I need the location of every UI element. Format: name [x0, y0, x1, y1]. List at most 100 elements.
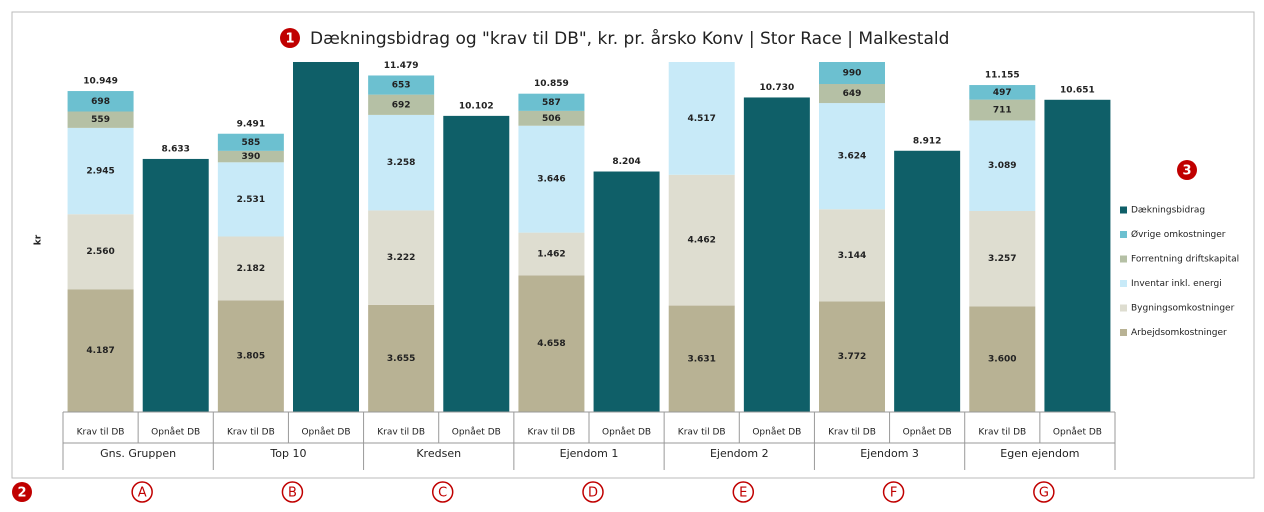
data-label: 3.646: [537, 175, 565, 185]
group-letter: D: [588, 486, 598, 501]
x-subcategory-label: Krav til DB: [978, 428, 1026, 438]
group-letter: A: [138, 486, 147, 501]
group-letter: G: [1039, 486, 1049, 501]
x-subcategory-label: Opnået DB: [301, 427, 350, 438]
bar-segment: [518, 232, 585, 276]
marker: 1: [285, 32, 294, 47]
bar-segment: [67, 127, 134, 215]
marker-circle: [280, 28, 300, 48]
data-label: 3.631: [687, 354, 715, 364]
data-label: 3.089: [988, 161, 1016, 171]
legend-label: Bygningsomkostninger: [1131, 304, 1235, 314]
bar-segment: [819, 301, 885, 412]
bar: [443, 115, 510, 413]
frame: [11, 11, 1255, 479]
data-label: 3.258: [387, 158, 415, 168]
data-label: 587: [542, 98, 561, 108]
marker-circle: [1177, 160, 1197, 180]
bar-segment: [969, 99, 1036, 121]
bar-segment: [67, 214, 134, 290]
x-category-label: Ejendom 2: [710, 447, 769, 460]
bar-segment: [368, 210, 435, 305]
total-label: 9.491: [237, 119, 265, 129]
data-label: 3.624: [838, 152, 866, 162]
x-subcategory-label: Krav til DB: [377, 428, 425, 438]
bar: [142, 158, 209, 412]
data-label: 2.945: [86, 167, 114, 177]
bar: [1044, 99, 1111, 412]
bar-segment: [668, 174, 735, 306]
bar-segment: [518, 125, 585, 233]
data-label: 4.187: [86, 346, 114, 356]
data-label: 3.600: [988, 355, 1016, 365]
group-letter: B: [288, 486, 297, 501]
legend-label: Inventar inkl. energi: [1131, 279, 1222, 289]
bar-segment: [217, 236, 284, 301]
bar: [743, 97, 810, 413]
data-label: 585: [241, 138, 260, 148]
bar-segment: [368, 75, 435, 95]
legend-label: Dækningsbidrag: [1131, 206, 1205, 216]
data-label: 2.560: [86, 247, 114, 257]
plot: [67, 62, 1111, 413]
bar-segment: [969, 120, 1036, 211]
data-label: 4.658: [537, 339, 565, 349]
legend-swatch: [1120, 304, 1127, 312]
data-label: 3.257: [988, 254, 1016, 264]
x-subcategory-label: Krav til DB: [828, 428, 876, 438]
bar-segment: [969, 306, 1036, 412]
legend-swatch: [1120, 329, 1127, 336]
total-label: 11.155: [985, 71, 1020, 81]
bar-segment: [668, 62, 735, 175]
bar: [293, 62, 359, 412]
group-letter: C: [438, 486, 447, 501]
data-label: 1.462: [537, 250, 565, 260]
bar-segment: [368, 114, 435, 211]
bar-segment: [819, 84, 885, 104]
x-subcategory-label: Opnået DB: [903, 427, 952, 438]
bar-segment: [368, 94, 435, 115]
bar-segment: [819, 62, 885, 85]
marker: 2: [17, 486, 26, 501]
x-subcategory-label: Krav til DB: [528, 428, 576, 438]
legend-swatch: [1120, 255, 1127, 263]
data-label: 698: [91, 97, 110, 107]
total-label: 10.949: [83, 77, 118, 87]
legend-label: Arbejdsomkostninger: [1131, 328, 1227, 338]
data-label: 8.204: [612, 157, 640, 167]
data-label: 653: [392, 81, 411, 91]
data-label: 3.772: [838, 352, 866, 362]
data-label: 559: [91, 115, 110, 125]
data-label: 3.805: [237, 352, 265, 362]
data-label: 990: [843, 69, 862, 79]
data-label: 506: [542, 114, 561, 124]
letter-circle: [732, 481, 755, 503]
letter-circle: [281, 481, 304, 503]
bar-segment: [518, 93, 585, 111]
x-subcategory-label: Krav til DB: [77, 428, 125, 438]
marker: 3: [1182, 164, 1191, 179]
data-label: 497: [993, 88, 1012, 98]
data-label: 2.182: [237, 264, 265, 274]
letter-circle: [1033, 481, 1055, 503]
bar-segment: [368, 304, 435, 412]
x-subcategory-label: Opnået DB: [1053, 427, 1102, 438]
legend-swatch: [1120, 231, 1127, 238]
bar-segment: [217, 162, 284, 237]
data-label: 8.633: [161, 144, 189, 154]
data-label: 390: [241, 152, 260, 162]
data-label: 692: [392, 100, 411, 110]
x-subcategory-label: Krav til DB: [227, 428, 275, 438]
letter-circle: [582, 481, 604, 503]
x-category-label: Kredsen: [416, 447, 461, 460]
legend-label: Øvrige omkostninger: [1131, 229, 1226, 240]
data-label: 2.531: [237, 195, 265, 205]
data-label: 8.912: [913, 136, 941, 146]
x-category-label: Ejendom 3: [860, 447, 919, 460]
x-subcategory-label: Opnået DB: [602, 427, 651, 438]
letter-circle: [882, 481, 905, 503]
bar-segment: [668, 305, 735, 412]
legend-swatch: [1120, 206, 1127, 214]
x-subcategory-label: Krav til DB: [678, 428, 726, 438]
bar-segment: [67, 91, 134, 112]
